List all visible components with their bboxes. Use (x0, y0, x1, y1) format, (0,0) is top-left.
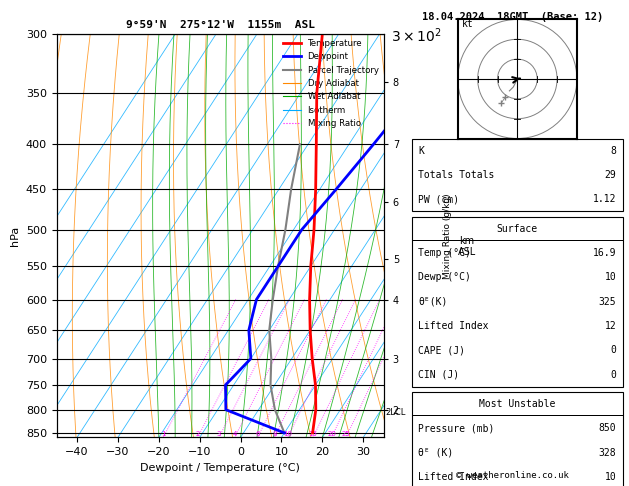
Text: 10: 10 (604, 472, 616, 482)
Y-axis label: hPa: hPa (10, 226, 20, 246)
Text: Most Unstable: Most Unstable (479, 399, 555, 409)
Y-axis label: km
ASL: km ASL (458, 236, 476, 257)
Text: 10: 10 (604, 272, 616, 282)
Text: 0: 0 (611, 345, 616, 355)
Text: 2: 2 (196, 431, 200, 437)
Text: 3: 3 (217, 431, 221, 437)
FancyBboxPatch shape (412, 240, 623, 241)
Text: 2LCL: 2LCL (386, 408, 406, 417)
Text: 328: 328 (599, 448, 616, 458)
Text: Lifted Index: Lifted Index (418, 321, 489, 331)
Text: 325: 325 (599, 296, 616, 307)
Text: 15: 15 (309, 431, 318, 437)
Text: Pressure (mb): Pressure (mb) (418, 423, 494, 434)
Text: CAPE (J): CAPE (J) (418, 345, 465, 355)
Text: Lifted Index: Lifted Index (418, 472, 489, 482)
Text: © weatheronline.co.uk: © weatheronline.co.uk (456, 471, 569, 480)
Legend: Temperature, Dewpoint, Parcel Trajectory, Dry Adiabat, Wet Adiabat, Isotherm, Mi: Temperature, Dewpoint, Parcel Trajectory… (280, 36, 382, 132)
Text: 29: 29 (604, 170, 616, 180)
Text: kt: kt (462, 19, 474, 29)
Text: Temp (°C): Temp (°C) (418, 248, 471, 258)
Text: 850: 850 (599, 423, 616, 434)
Text: 10: 10 (283, 431, 292, 437)
Text: Mixing Ratio (g/kg): Mixing Ratio (g/kg) (443, 193, 452, 278)
Text: 1: 1 (161, 431, 165, 437)
Text: PW (cm): PW (cm) (418, 194, 459, 204)
Text: 18.04.2024  18GMT  (Base: 12): 18.04.2024 18GMT (Base: 12) (422, 12, 603, 22)
Text: 4: 4 (233, 431, 237, 437)
Text: 25: 25 (342, 431, 350, 437)
Text: CIN (J): CIN (J) (418, 370, 459, 380)
Text: Dewp (°C): Dewp (°C) (418, 272, 471, 282)
Text: 20: 20 (327, 431, 336, 437)
Text: K: K (418, 146, 424, 156)
Text: Totals Totals: Totals Totals (418, 170, 494, 180)
Text: 8: 8 (272, 431, 277, 437)
Text: θᴱ (K): θᴱ (K) (418, 448, 454, 458)
Text: 0: 0 (611, 370, 616, 380)
X-axis label: Dewpoint / Temperature (°C): Dewpoint / Temperature (°C) (140, 463, 300, 473)
FancyBboxPatch shape (412, 415, 623, 416)
Text: 16.9: 16.9 (593, 248, 616, 258)
Title: 9°59'N  275°12'W  1155m  ASL: 9°59'N 275°12'W 1155m ASL (126, 20, 314, 31)
Text: 1.12: 1.12 (593, 194, 616, 204)
Text: 6: 6 (255, 431, 260, 437)
Text: θᴱ(K): θᴱ(K) (418, 296, 448, 307)
Text: Surface: Surface (497, 224, 538, 234)
Text: 8: 8 (611, 146, 616, 156)
Text: 12: 12 (604, 321, 616, 331)
